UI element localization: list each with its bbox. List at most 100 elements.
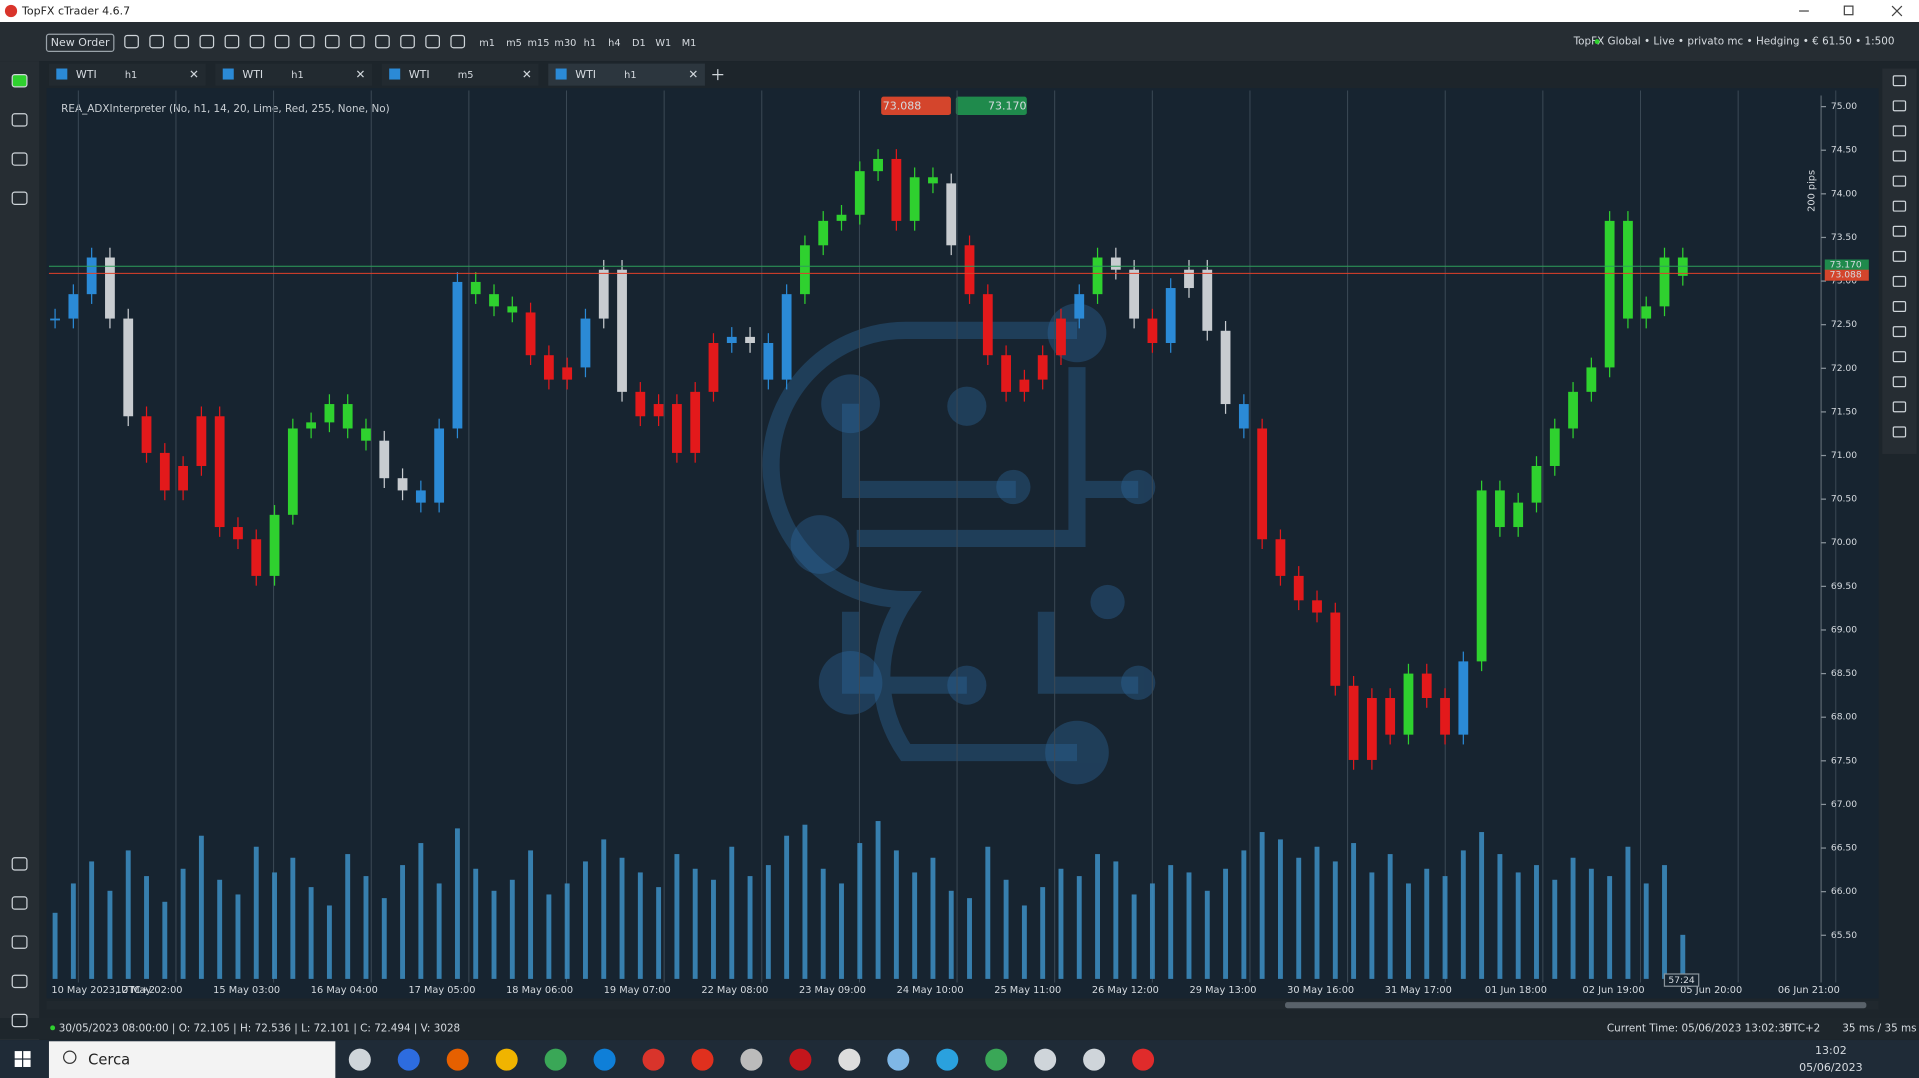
- tab-timeframe[interactable]: h1: [125, 70, 137, 81]
- toolbar-icon[interactable]: [350, 34, 365, 49]
- sidebar-icon[interactable]: [11, 935, 28, 949]
- sidebar-icon[interactable]: [11, 1013, 28, 1028]
- drawing-tool[interactable]: [1892, 100, 1907, 112]
- sidebar-icon[interactable]: [11, 113, 28, 127]
- toolbar-icon[interactable]: [375, 34, 390, 49]
- sell-button[interactable]: [881, 96, 951, 116]
- new-tab[interactable]: [712, 69, 724, 81]
- new-order-button[interactable]: [45, 33, 115, 53]
- drawing-tool[interactable]: [1892, 326, 1907, 338]
- taskbar-app[interactable]: [1034, 1048, 1057, 1071]
- tab-symbol[interactable]: WTI: [409, 68, 430, 81]
- chart-tab[interactable]: [548, 63, 705, 86]
- chart-tab[interactable]: [381, 63, 539, 86]
- timeframe-button[interactable]: h1: [584, 38, 596, 49]
- volume-bar: [1314, 846, 1320, 979]
- tab-close[interactable]: [356, 70, 364, 78]
- taskbar-app[interactable]: [936, 1048, 959, 1071]
- timeframe-button[interactable]: m1: [479, 38, 495, 49]
- taskbar-app[interactable]: [397, 1048, 420, 1071]
- drawing-tool[interactable]: [1892, 250, 1907, 262]
- x-tick-label: 19 May 07:00: [604, 985, 671, 996]
- taskbar-app[interactable]: [887, 1048, 910, 1071]
- taskbar-app[interactable]: [495, 1048, 518, 1071]
- timeframe-button[interactable]: m30: [554, 38, 576, 49]
- toolbar-icon[interactable]: [450, 34, 466, 49]
- taskbar-app[interactable]: [642, 1048, 665, 1071]
- taskbar-app[interactable]: [740, 1048, 763, 1071]
- drawing-tool[interactable]: [1892, 401, 1907, 413]
- timeframe-button[interactable]: m5: [506, 38, 522, 49]
- buy-price[interactable]: 73.170: [988, 99, 1027, 112]
- toolbar-icon[interactable]: [274, 34, 290, 49]
- toolbar-icon[interactable]: [124, 34, 139, 49]
- tab-timeframe[interactable]: h1: [624, 70, 636, 81]
- toolbar-icon[interactable]: [199, 34, 215, 49]
- timeframe-button[interactable]: m15: [528, 38, 550, 49]
- drawing-tool[interactable]: [1892, 75, 1907, 87]
- timeframe-button[interactable]: W1: [655, 38, 671, 49]
- toolbar-icon[interactable]: [425, 34, 440, 49]
- taskbar-app[interactable]: [985, 1048, 1008, 1071]
- start-button[interactable]: [14, 1051, 31, 1067]
- sidebar-icon[interactable]: [11, 857, 28, 871]
- search-box[interactable]: [48, 1041, 336, 1078]
- sidebar-icon[interactable]: [11, 896, 28, 910]
- timeframe-button[interactable]: D1: [632, 38, 646, 49]
- taskbar-app[interactable]: [789, 1048, 812, 1071]
- drawing-tool[interactable]: [1892, 301, 1907, 313]
- tab-timeframe[interactable]: m5: [458, 70, 474, 81]
- taskbar-app[interactable]: [593, 1048, 616, 1071]
- drawing-tool[interactable]: [1892, 351, 1907, 363]
- drawing-tool[interactable]: [1892, 175, 1907, 187]
- toolbar-icon[interactable]: [324, 34, 340, 49]
- drawing-tool[interactable]: [1892, 200, 1907, 212]
- scrollbar-thumb[interactable]: [1285, 1002, 1867, 1009]
- toolbar-icon[interactable]: [224, 34, 240, 49]
- taskbar-app[interactable]: [838, 1048, 861, 1071]
- tab-symbol[interactable]: WTI: [76, 68, 97, 81]
- drawing-tool[interactable]: [1892, 125, 1907, 137]
- taskbar-app[interactable]: [691, 1048, 714, 1071]
- close[interactable]: [1891, 5, 1903, 17]
- taskbar-app[interactable]: [348, 1048, 371, 1071]
- x-tick-label: 30 May 16:00: [1287, 985, 1354, 996]
- tab-symbol[interactable]: WTI: [575, 68, 596, 81]
- drawing-tool[interactable]: [1892, 376, 1907, 388]
- tab-timeframe[interactable]: h1: [291, 70, 303, 81]
- candle-body: [50, 318, 60, 321]
- timezone[interactable]: UTC+2: [1784, 1022, 1820, 1034]
- toolbar-icon[interactable]: [299, 34, 315, 49]
- toolbar-icon[interactable]: [249, 34, 265, 49]
- chart-tab[interactable]: [48, 63, 206, 86]
- taskbar-app[interactable]: [1132, 1048, 1155, 1071]
- tab-symbol[interactable]: WTI: [242, 68, 263, 81]
- toolbar-icon[interactable]: [400, 34, 415, 49]
- sidebar-icon[interactable]: [11, 74, 28, 88]
- search-placeholder[interactable]: Cerca: [88, 1051, 130, 1068]
- timeframe-button[interactable]: h4: [608, 38, 620, 49]
- sidebar-icon[interactable]: [11, 974, 28, 989]
- taskbar-app[interactable]: [1083, 1048, 1106, 1071]
- new-order-label[interactable]: New Order: [51, 36, 110, 49]
- drawing-tool[interactable]: [1892, 275, 1907, 287]
- tab-close[interactable]: [689, 70, 697, 78]
- sell-price[interactable]: 73.088: [883, 99, 922, 112]
- volume-bar: [326, 905, 332, 979]
- restore[interactable]: [1843, 5, 1854, 16]
- taskbar-app[interactable]: [544, 1048, 567, 1071]
- sidebar-icon[interactable]: [11, 152, 28, 166]
- tab-close[interactable]: [523, 70, 531, 78]
- tab-close[interactable]: [190, 70, 198, 78]
- drawing-tool[interactable]: [1892, 225, 1907, 237]
- taskbar-app[interactable]: [446, 1048, 469, 1071]
- toolbar-icon[interactable]: [149, 34, 164, 49]
- drawing-tool[interactable]: [1892, 426, 1907, 438]
- volume-bar: [290, 857, 296, 979]
- buy-button[interactable]: [955, 96, 1027, 116]
- toolbar-icon[interactable]: [174, 34, 190, 49]
- sidebar-icon[interactable]: [11, 191, 28, 205]
- drawing-tool[interactable]: [1892, 150, 1907, 162]
- timeframe-button[interactable]: M1: [682, 38, 697, 49]
- chart-tab[interactable]: [215, 63, 373, 86]
